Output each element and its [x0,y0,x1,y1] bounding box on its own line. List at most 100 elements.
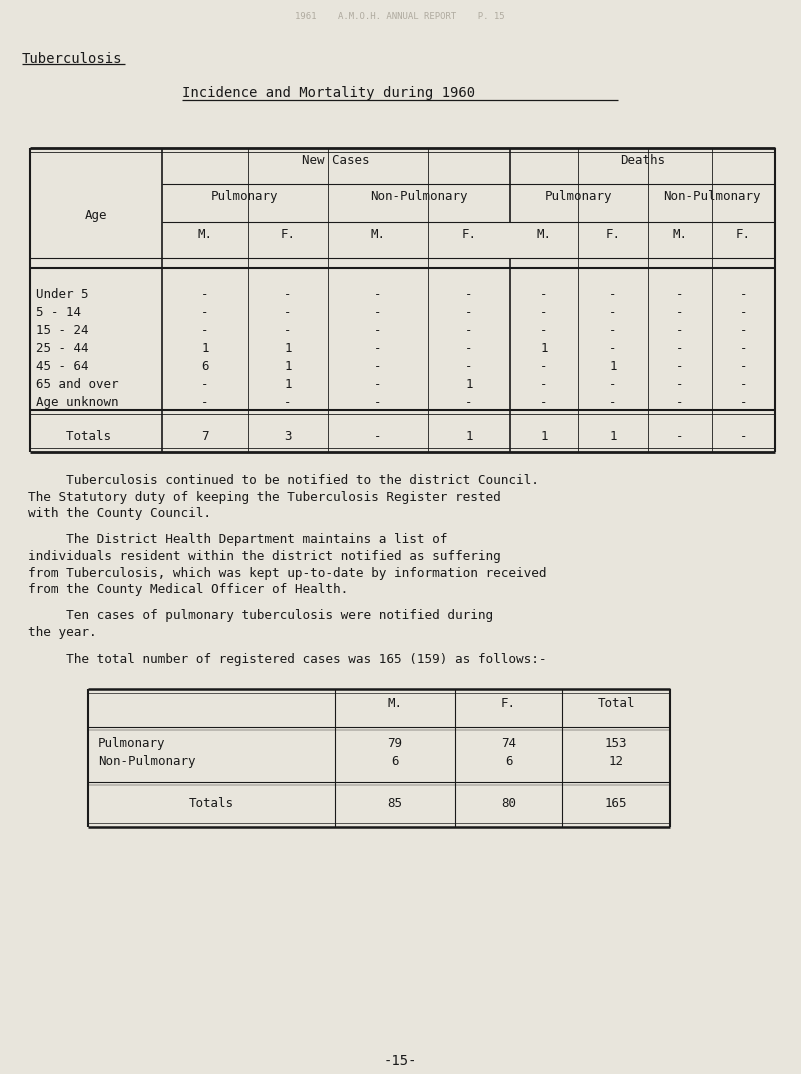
Text: Ten cases of pulmonary tuberculosis were notified during: Ten cases of pulmonary tuberculosis were… [28,610,493,623]
Text: Totals: Totals [189,797,234,810]
Text: Non-Pulmonary: Non-Pulmonary [662,190,760,203]
Text: 1: 1 [610,360,617,373]
Text: Non-Pulmonary: Non-Pulmonary [98,755,195,768]
Text: New Cases: New Cases [302,154,370,166]
Text: 1961    A.M.O.H. ANNUAL REPORT    P. 15: 1961 A.M.O.H. ANNUAL REPORT P. 15 [296,12,505,21]
Text: -: - [284,324,292,337]
Text: Non-Pulmonary: Non-Pulmonary [370,190,468,203]
Text: 12: 12 [609,755,623,768]
Text: -: - [676,360,684,373]
Text: Totals: Totals [36,430,111,442]
Text: -: - [465,324,473,337]
Text: Pulmonary: Pulmonary [98,737,166,750]
Text: 80: 80 [501,797,516,810]
Text: M.: M. [388,697,402,710]
Text: 1: 1 [465,378,473,391]
Text: The total number of registered cases was 165 (159) as follows:-: The total number of registered cases was… [28,653,546,666]
Text: -: - [676,396,684,409]
Text: -: - [676,342,684,355]
Text: 65 and over: 65 and over [36,378,119,391]
Text: -: - [374,342,382,355]
Text: -: - [740,342,747,355]
Text: -: - [676,306,684,319]
Text: -: - [740,288,747,301]
Text: -: - [610,288,617,301]
Text: 1: 1 [610,430,617,442]
Text: Under 5: Under 5 [36,288,88,301]
Text: 1: 1 [540,430,548,442]
Text: -: - [740,306,747,319]
Text: -: - [374,324,382,337]
Text: -: - [676,324,684,337]
Text: -: - [465,396,473,409]
Text: -: - [465,306,473,319]
Text: Tuberculosis: Tuberculosis [22,52,123,66]
Text: Age: Age [85,209,107,222]
Text: individuals resident within the district notified as suffering: individuals resident within the district… [28,550,501,563]
Text: -: - [740,360,747,373]
Text: -: - [740,378,747,391]
Text: 1: 1 [284,360,292,373]
Text: -: - [201,378,209,391]
Text: -: - [540,360,548,373]
Text: 45 - 64: 45 - 64 [36,360,88,373]
Text: -: - [610,342,617,355]
Text: 7: 7 [201,430,209,442]
Text: -: - [676,378,684,391]
Text: -: - [540,306,548,319]
Text: -: - [740,324,747,337]
Text: 3: 3 [284,430,292,442]
Text: 5 - 14: 5 - 14 [36,306,81,319]
Text: -: - [610,396,617,409]
Text: 6: 6 [505,755,513,768]
Text: Total: Total [598,697,634,710]
Text: Pulmonary: Pulmonary [545,190,613,203]
Text: with the County Council.: with the County Council. [28,507,211,520]
Text: -: - [201,396,209,409]
Text: -: - [374,306,382,319]
Text: -: - [676,288,684,301]
Text: 165: 165 [605,797,627,810]
Text: -: - [610,324,617,337]
Text: F.: F. [606,228,621,241]
Text: F.: F. [280,228,296,241]
Text: 6: 6 [201,360,209,373]
Text: -: - [374,430,382,442]
Text: from Tuberculosis, which was kept up-to-date by information received: from Tuberculosis, which was kept up-to-… [28,566,546,580]
Text: 74: 74 [501,737,516,750]
Text: 6: 6 [391,755,399,768]
Text: -: - [540,324,548,337]
Text: -: - [465,288,473,301]
Text: -: - [201,306,209,319]
Text: -: - [374,378,382,391]
Text: Pulmonary: Pulmonary [211,190,279,203]
Text: Tuberculosis continued to be notified to the district Council.: Tuberculosis continued to be notified to… [28,474,539,487]
Text: -: - [540,378,548,391]
Text: -: - [465,360,473,373]
Text: -: - [284,288,292,301]
Text: -: - [374,396,382,409]
Text: The Statutory duty of keeping the Tuberculosis Register rested: The Statutory duty of keeping the Tuberc… [28,491,501,504]
Text: 85: 85 [388,797,402,810]
Text: 1: 1 [284,378,292,391]
Text: from the County Medical Officer of Health.: from the County Medical Officer of Healt… [28,583,348,596]
Text: -: - [374,288,382,301]
Text: -: - [465,342,473,355]
Text: M.: M. [198,228,212,241]
Text: -: - [201,324,209,337]
Text: 15 - 24: 15 - 24 [36,324,88,337]
Text: 153: 153 [605,737,627,750]
Text: M.: M. [537,228,552,241]
Text: -: - [676,430,684,442]
Text: -: - [540,288,548,301]
Text: -: - [740,430,747,442]
Text: F.: F. [501,697,516,710]
Text: -: - [284,396,292,409]
Text: -: - [610,378,617,391]
Text: The District Health Department maintains a list of: The District Health Department maintains… [28,534,448,547]
Text: -: - [201,288,209,301]
Text: Age unknown: Age unknown [36,396,119,409]
Text: F.: F. [736,228,751,241]
Text: -: - [284,306,292,319]
Text: 1: 1 [201,342,209,355]
